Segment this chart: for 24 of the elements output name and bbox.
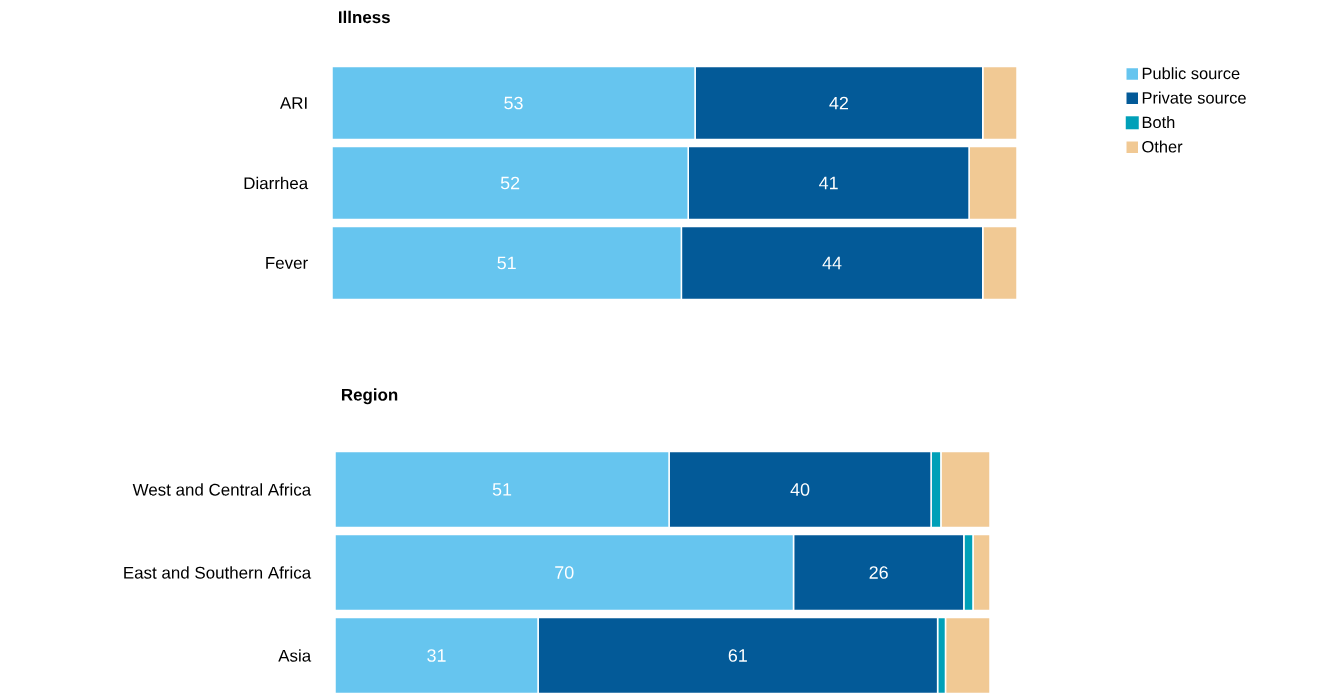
data-label: 40 [790,483,810,496]
y-tick-label: Asia [278,649,312,662]
legend-label: Private source [1142,91,1246,104]
legend-label: Both [1142,116,1175,129]
data-label: 53 [504,96,523,110]
data-label: 44 [822,256,842,270]
y-tick-label: Diarrhea [244,176,309,190]
data-label: 51 [497,256,516,270]
y-tick-label: Fever [266,257,308,269]
data-label: 26 [869,566,888,579]
data-label: 41 [819,176,838,190]
data-label: 31 [427,649,446,662]
data-label: 52 [500,176,520,190]
chart-title: Region [341,388,398,405]
y-tick-label: West and Central Africa [132,483,312,496]
legend-label: Public source [1142,67,1240,80]
data-label: 42 [829,96,848,110]
y-tick-label: East and Southern Africa [124,566,312,579]
chart-title: Illness [338,10,390,24]
data-label: 51 [492,483,512,496]
y-tick-label: ARI [279,97,307,109]
data-label: 70 [555,566,574,579]
legend-label: Other [1142,140,1183,153]
data-label: 61 [728,649,747,662]
